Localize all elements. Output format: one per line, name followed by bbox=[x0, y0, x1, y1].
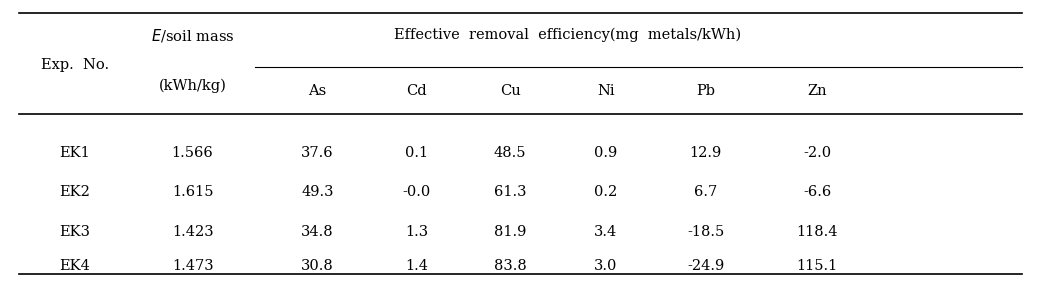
Text: 3.4: 3.4 bbox=[594, 225, 617, 239]
Text: 0.2: 0.2 bbox=[594, 185, 617, 200]
Text: 0.9: 0.9 bbox=[594, 146, 617, 160]
Text: 30.8: 30.8 bbox=[301, 259, 334, 273]
Text: 34.8: 34.8 bbox=[301, 225, 334, 239]
Text: 0.1: 0.1 bbox=[405, 146, 428, 160]
Text: As: As bbox=[308, 84, 327, 98]
Text: -6.6: -6.6 bbox=[803, 185, 832, 200]
Text: Cu: Cu bbox=[500, 84, 520, 98]
Text: Zn: Zn bbox=[808, 84, 827, 98]
Text: 118.4: 118.4 bbox=[796, 225, 838, 239]
Text: 1.615: 1.615 bbox=[172, 185, 213, 200]
Text: 83.8: 83.8 bbox=[493, 259, 527, 273]
Text: 49.3: 49.3 bbox=[301, 185, 334, 200]
Text: 1.423: 1.423 bbox=[172, 225, 213, 239]
Text: 3.0: 3.0 bbox=[594, 259, 617, 273]
Text: -0.0: -0.0 bbox=[402, 185, 431, 200]
Text: 48.5: 48.5 bbox=[493, 146, 527, 160]
Text: 81.9: 81.9 bbox=[493, 225, 527, 239]
Text: Exp.  No.: Exp. No. bbox=[41, 58, 109, 72]
Text: 12.9: 12.9 bbox=[690, 146, 721, 160]
Text: 1.3: 1.3 bbox=[405, 225, 428, 239]
Text: -24.9: -24.9 bbox=[687, 259, 725, 273]
Text: Ni: Ni bbox=[598, 84, 614, 98]
Text: EK2: EK2 bbox=[59, 185, 91, 200]
Text: 6.7: 6.7 bbox=[694, 185, 717, 200]
Text: (kWh/kg): (kWh/kg) bbox=[158, 78, 227, 93]
Text: 1.4: 1.4 bbox=[405, 259, 428, 273]
Text: Pb: Pb bbox=[696, 84, 715, 98]
Text: -18.5: -18.5 bbox=[687, 225, 725, 239]
Text: -2.0: -2.0 bbox=[803, 146, 832, 160]
Text: $\it{E}$/soil mass: $\it{E}$/soil mass bbox=[151, 27, 234, 44]
Text: 1.473: 1.473 bbox=[172, 259, 213, 273]
Text: 1.566: 1.566 bbox=[172, 146, 213, 160]
Text: 37.6: 37.6 bbox=[301, 146, 334, 160]
Text: EK1: EK1 bbox=[59, 146, 91, 160]
Text: Effective  removal  efficiency(mg  metals/kWh): Effective removal efficiency(mg metals/k… bbox=[393, 28, 741, 42]
Text: EK4: EK4 bbox=[59, 259, 91, 273]
Text: 115.1: 115.1 bbox=[796, 259, 838, 273]
Text: Cd: Cd bbox=[406, 84, 427, 98]
Text: EK3: EK3 bbox=[59, 225, 91, 239]
Text: 61.3: 61.3 bbox=[493, 185, 527, 200]
